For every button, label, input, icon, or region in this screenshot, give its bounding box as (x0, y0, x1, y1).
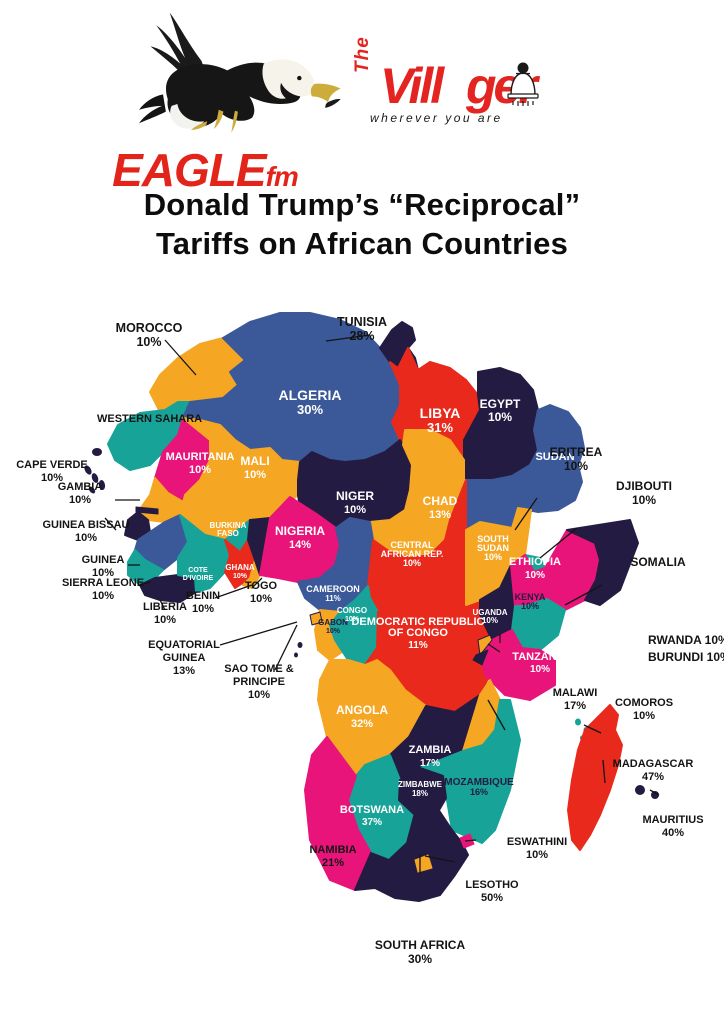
svg-text:ERITREA: ERITREA (550, 445, 603, 459)
svg-text:16%: 16% (470, 787, 488, 797)
svg-text:11%: 11% (325, 594, 341, 603)
svg-text:17%: 17% (564, 700, 586, 712)
svg-text:GAMBIA: GAMBIA (58, 481, 103, 493)
svg-text:SAO TOME &: SAO TOME & (224, 663, 294, 675)
svg-text:10%: 10% (75, 532, 97, 544)
svg-text:RWANDA 10%: RWANDA 10% (648, 633, 724, 647)
svg-text:10%: 10% (530, 664, 550, 675)
svg-text:10%: 10% (69, 494, 91, 506)
svg-text:LIBYA: LIBYA (420, 405, 461, 421)
svg-text:13%: 13% (173, 665, 195, 677)
svg-text:30%: 30% (297, 402, 323, 417)
svg-text:10%: 10% (632, 493, 656, 507)
svg-text:47%: 47% (642, 771, 664, 783)
svg-text:10%: 10% (488, 410, 512, 424)
svg-text:10%: 10% (633, 710, 655, 722)
svg-text:FASO: FASO (217, 529, 239, 538)
svg-text:TUNISIA: TUNISIA (337, 315, 387, 329)
svg-text:21%: 21% (322, 857, 344, 869)
svg-text:ETHIOPIA: ETHIOPIA (509, 556, 561, 568)
svg-text:MAURITIUS: MAURITIUS (642, 814, 703, 826)
svg-text:CAMEROON: CAMEROON (306, 584, 360, 594)
svg-text:GABON: GABON (318, 618, 348, 627)
svg-text:ZIMBABWE: ZIMBABWE (398, 780, 443, 789)
svg-text:GUINEA: GUINEA (82, 554, 125, 566)
svg-text:D'IVOIRE: D'IVOIRE (183, 575, 214, 582)
svg-text:ESWATHINI: ESWATHINI (507, 836, 567, 848)
svg-text:13%: 13% (429, 509, 451, 521)
svg-text:BURUNDI 10%: BURUNDI 10% (648, 650, 724, 664)
svg-text:ANGOLA: ANGOLA (336, 703, 388, 717)
svg-text:10%: 10% (484, 552, 502, 562)
svg-text:10%: 10% (136, 335, 161, 349)
svg-text:10%: 10% (526, 849, 548, 861)
svg-text:COMOROS: COMOROS (615, 697, 673, 709)
svg-text:10%: 10% (564, 459, 588, 473)
svg-text:COTE: COTE (188, 567, 208, 574)
svg-text:30%: 30% (408, 952, 432, 966)
svg-text:LIBERIA: LIBERIA (143, 601, 187, 613)
svg-text:NIGERIA: NIGERIA (275, 524, 325, 538)
svg-text:17%: 17% (420, 758, 440, 769)
svg-text:LESOTHO: LESOTHO (465, 879, 519, 891)
svg-text:GUINEA: GUINEA (163, 652, 206, 664)
svg-text:NIGER: NIGER (336, 489, 374, 503)
svg-text:50%: 50% (481, 892, 503, 904)
svg-text:10%: 10% (189, 464, 211, 476)
svg-text:10%: 10% (233, 573, 248, 580)
svg-text:32%: 32% (351, 718, 373, 730)
svg-text:10%: 10% (344, 504, 366, 516)
svg-text:MALI: MALI (240, 454, 269, 468)
svg-text:37%: 37% (362, 817, 382, 828)
svg-text:10%: 10% (250, 593, 272, 605)
svg-text:11%: 11% (408, 640, 428, 651)
svg-text:MOROCCO: MOROCCO (116, 321, 183, 335)
svg-text:GUINEA BISSAU: GUINEA BISSAU (43, 519, 130, 531)
svg-text:CAPE VERDE: CAPE VERDE (16, 459, 88, 471)
svg-text:18%: 18% (412, 789, 428, 798)
svg-text:NAMIBIA: NAMIBIA (309, 844, 356, 856)
svg-text:ALGERIA: ALGERIA (279, 387, 342, 403)
svg-text:BOTSWANA: BOTSWANA (340, 804, 404, 816)
svg-text:10%: 10% (92, 590, 114, 602)
svg-text:CHAD: CHAD (423, 494, 458, 508)
svg-text:10%: 10% (525, 570, 545, 581)
svg-text:ZAMBIA: ZAMBIA (409, 744, 452, 756)
svg-text:EQUATORIAL: EQUATORIAL (148, 639, 220, 651)
svg-text:10%: 10% (244, 469, 266, 481)
svg-text:SOMALIA: SOMALIA (630, 555, 686, 569)
svg-text:CONGO: CONGO (337, 606, 367, 615)
svg-text:MADAGASCAR: MADAGASCAR (613, 758, 694, 770)
svg-text:DJIBOUTI: DJIBOUTI (616, 479, 672, 493)
svg-text:TOGO: TOGO (245, 580, 278, 592)
svg-text:10%: 10% (192, 603, 214, 615)
svg-text:10%: 10% (154, 614, 176, 626)
svg-text:OF CONGO: OF CONGO (388, 627, 448, 639)
svg-text:14%: 14% (289, 539, 311, 551)
svg-text:TANZANIA: TANZANIA (512, 651, 567, 663)
svg-text:10%: 10% (248, 689, 270, 701)
svg-text:BENIN: BENIN (186, 590, 220, 602)
svg-text:SIERRA LEONE: SIERRA LEONE (62, 577, 144, 589)
svg-text:GHANA: GHANA (225, 563, 255, 572)
svg-text:10%: 10% (521, 601, 539, 611)
svg-text:SOUTH AFRICA: SOUTH AFRICA (375, 938, 466, 952)
svg-text:EGYPT: EGYPT (480, 397, 521, 411)
svg-text:31%: 31% (427, 420, 453, 435)
svg-text:10%: 10% (403, 558, 421, 568)
svg-text:10%: 10% (326, 628, 341, 635)
svg-text:MALAWI: MALAWI (553, 687, 598, 699)
svg-text:WESTERN SAHARA: WESTERN SAHARA (97, 413, 202, 425)
svg-text:MAURITANIA: MAURITANIA (166, 451, 235, 463)
svg-text:40%: 40% (662, 827, 684, 839)
svg-text:PRINCIPE: PRINCIPE (233, 676, 285, 688)
svg-text:28%: 28% (349, 329, 374, 343)
